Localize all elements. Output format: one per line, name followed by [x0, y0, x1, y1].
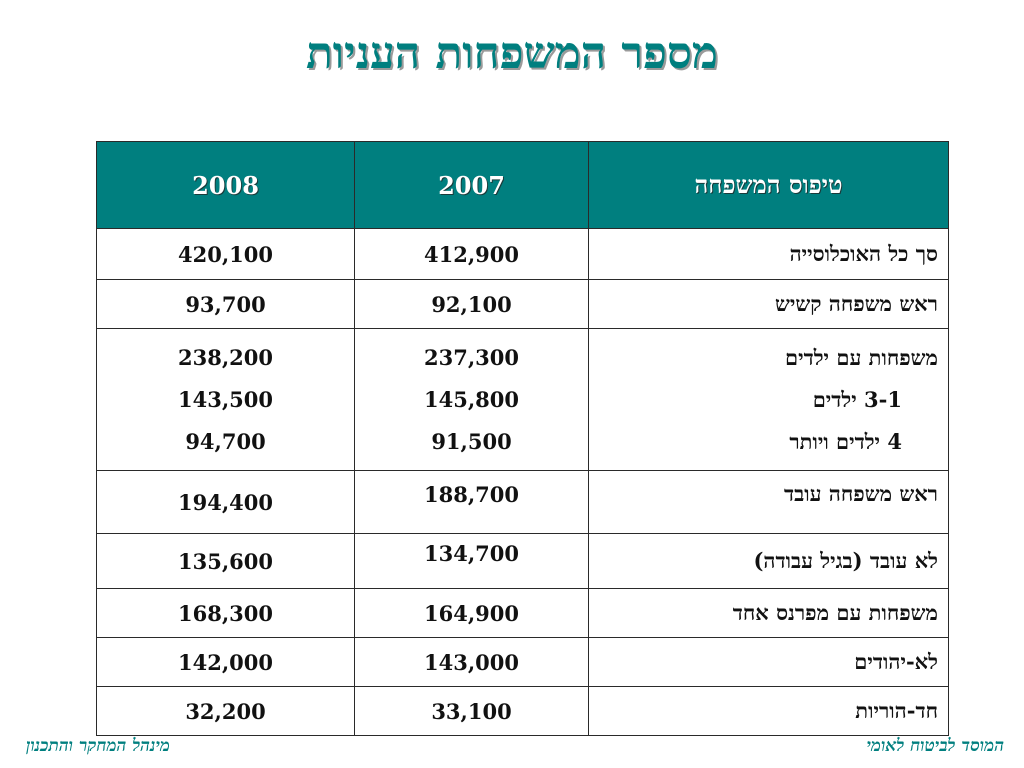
cell-2007-wrap: 188,700: [354, 470, 589, 534]
cell-2007: 143,000: [354, 637, 589, 687]
cell-2008: 142,000: [96, 637, 355, 687]
table-row: 32,200 33,100 חד-הוריות: [96, 686, 949, 736]
cell-2007: 237,300: [424, 344, 519, 370]
cell-family-type: משפחות עם מפרנס אחד: [588, 588, 949, 638]
cell-2008: 420,100: [96, 228, 355, 280]
table-row: 135,600 134,700 לא עובד (בגיל עבודה): [96, 533, 949, 589]
cell-family-type: חד-הוריות: [588, 686, 949, 736]
cell-2008: 194,400: [96, 470, 355, 534]
table-row: 194,400 188,700 ראש משפחה עובד: [96, 470, 949, 534]
table-row: 238,200 143,500 94,700 237,300 145,800 9…: [96, 328, 949, 471]
cell-family-type-sub1: 3-1 ילדים: [812, 386, 902, 412]
cell-family-type: סך כל האוכלוסייה: [588, 228, 949, 280]
cell-2008-sub2: 94,700: [185, 428, 266, 454]
cell-family-type-wrap: ראש משפחה עובד: [588, 470, 949, 534]
cell-2008-sub1: 143,500: [178, 386, 273, 412]
cell-family-type-sub2: 4 ילדים ויותר: [789, 428, 902, 454]
table-row: 142,000 143,000 לא-יהודים: [96, 637, 949, 687]
cell-2007: 188,700: [424, 481, 519, 507]
cell-2007-sub2: 91,500: [431, 428, 512, 454]
cell-family-type: ראש משפחה קשיש: [588, 279, 949, 329]
page-title: מספר המשפחות העניות: [305, 28, 719, 79]
table-header-row: 2008 2007 טיפוס המשפחה: [96, 141, 949, 229]
table-row: 93,700 92,100 ראש משפחה קשיש: [96, 279, 949, 329]
cell-2008: 168,300: [96, 588, 355, 638]
header-2007: 2007: [354, 141, 589, 229]
poverty-families-table: 2008 2007 טיפוס המשפחה 420,100 412,900 ס…: [96, 141, 949, 736]
cell-2007-sub1: 145,800: [424, 386, 519, 412]
cell-2007: 134,700: [424, 540, 519, 566]
cell-family-type: לא-יהודים: [588, 637, 949, 687]
cell-2007: 92,100: [354, 279, 589, 329]
table-row: 420,100 412,900 סך כל האוכלוסייה: [96, 228, 949, 280]
header-2008: 2008: [96, 141, 355, 229]
cell-2007: 33,100: [354, 686, 589, 736]
cell-2007-stack: 237,300 145,800 91,500: [354, 328, 589, 471]
table-row: 168,300 164,900 משפחות עם מפרנס אחד: [96, 588, 949, 638]
cell-2007-wrap: 134,700: [354, 533, 589, 589]
cell-2008: 238,200: [178, 344, 273, 370]
cell-2007: 164,900: [354, 588, 589, 638]
cell-2008: 93,700: [96, 279, 355, 329]
cell-2007: 412,900: [354, 228, 589, 280]
cell-family-type: ראש משפחה עובד: [783, 481, 938, 506]
cell-family-type: לא עובד (בגיל עבודה): [588, 533, 949, 589]
header-family-type: טיפוס המשפחה: [588, 141, 949, 229]
footer-research-admin: מינהל המחקר והתכנון: [26, 736, 171, 756]
cell-2008-stack: 238,200 143,500 94,700: [96, 328, 355, 471]
footer-institute-name: המוסד לביטוח לאומי: [866, 736, 1004, 756]
cell-family-type-stack: משפחות עם ילדים 3-1 ילדים 4 ילדים ויותר: [588, 328, 949, 471]
cell-2008: 135,600: [96, 533, 355, 589]
cell-2008: 32,200: [96, 686, 355, 736]
cell-family-type: משפחות עם ילדים: [785, 344, 938, 370]
